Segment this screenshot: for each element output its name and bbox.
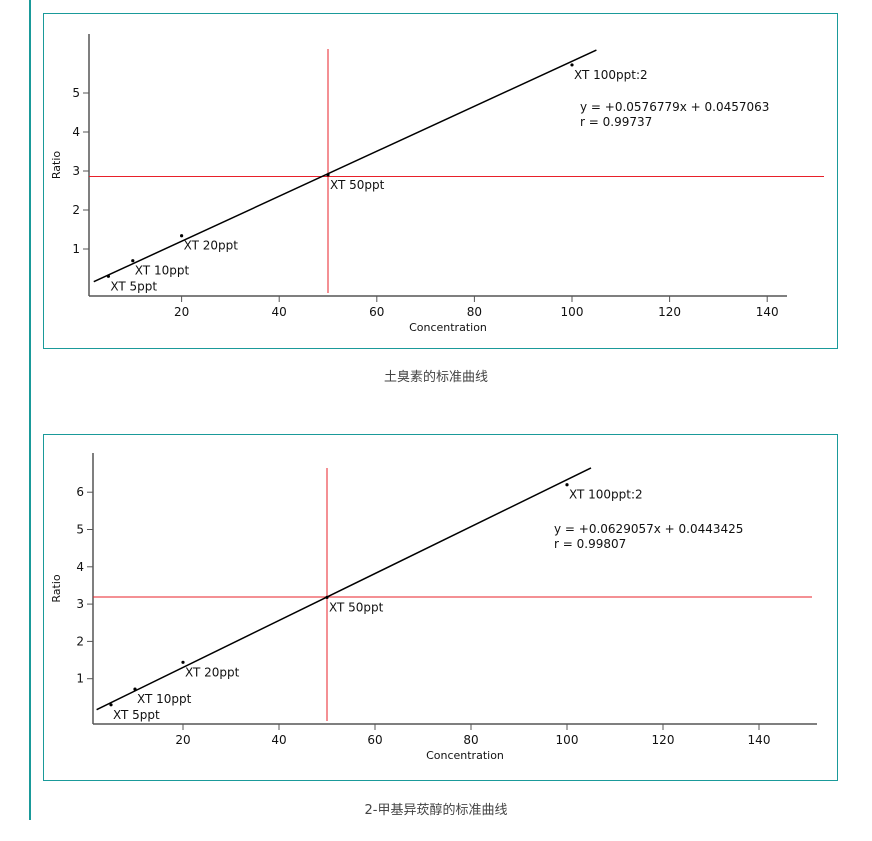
x-tick-label: 40	[271, 733, 286, 747]
data-point	[180, 234, 184, 238]
regression-equation: y = +0.0576779x + 0.0457063	[580, 100, 769, 114]
x-tick-label: 120	[658, 305, 681, 319]
chart-panel-geosmin: 20 40 60 80 100 120 140 1 2 3 4 5 Concentration Ratio…	[43, 13, 838, 349]
data-point-label: XT 20ppt	[184, 239, 239, 253]
x-axis-title: Concentration	[409, 321, 487, 334]
regression-equation: y = +0.0629057x + 0.0443425	[554, 522, 743, 536]
y-tick-label: 1	[72, 242, 80, 256]
chart-panel-2mib: 20 40 60 80 100 120 140 1 2 3 4 5 6 Concentration Rati…	[43, 434, 838, 781]
x-tick-label: 20	[174, 305, 189, 319]
y-axis-title: Ratio	[50, 151, 63, 180]
data-point-label: XT 5ppt	[113, 708, 160, 722]
data-point-label: XT 100ppt:2	[569, 488, 643, 502]
x-tick-label: 140	[748, 733, 771, 747]
x-tick-label: 100	[556, 733, 579, 747]
data-point	[326, 173, 330, 177]
data-point	[565, 483, 569, 487]
x-tick-label: 60	[369, 305, 384, 319]
y-tick-label: 4	[76, 560, 84, 574]
x-tick-label: 80	[467, 305, 482, 319]
y-axis-title: Ratio	[50, 574, 63, 603]
x-tick-label: 140	[756, 305, 779, 319]
data-point	[131, 259, 135, 263]
chart-caption-geosmin: 土臭素的标准曲线	[383, 370, 488, 385]
y-tick-label: 3	[76, 597, 84, 611]
data-point-label: XT 10ppt	[137, 692, 192, 706]
x-tick-label: 80	[463, 733, 478, 747]
y-tick-label: 3	[72, 164, 80, 178]
calibration-chart-2mib: 20 40 60 80 100 120 140 1 2 3 4 5 6 Concentration Rati…	[50, 453, 817, 762]
correlation-coefficient: r = 0.99737	[580, 115, 652, 129]
x-tick-label: 120	[652, 733, 675, 747]
data-point-label: XT 10ppt	[135, 264, 190, 278]
regression-line	[96, 467, 592, 711]
regression-line	[93, 49, 597, 283]
data-point	[109, 703, 113, 707]
data-point	[570, 63, 574, 67]
data-point	[106, 274, 110, 278]
y-tick-label: 6	[76, 485, 84, 499]
x-tick-label: 60	[367, 733, 382, 747]
x-tick-label: 100	[561, 305, 584, 319]
y-tick-label: 4	[72, 125, 80, 139]
y-tick-label: 2	[72, 203, 80, 217]
calibration-chart-geosmin: 20 40 60 80 100 120 140 1 2 3 4 5 Concentration Ratio…	[50, 34, 824, 334]
chart-caption-2mib: 2-甲基异莰醇的标准曲线	[364, 803, 508, 818]
data-point-label: XT 5ppt	[110, 279, 157, 293]
data-point-label: XT 100ppt:2	[574, 68, 648, 82]
y-tick-label: 2	[76, 634, 84, 648]
y-tick-label: 5	[76, 523, 84, 537]
data-point	[325, 595, 329, 599]
data-point	[181, 660, 185, 664]
data-point-label: XT 50ppt	[329, 600, 384, 614]
data-point-label: XT 50ppt	[330, 178, 385, 192]
y-tick-label: 1	[76, 672, 84, 686]
x-tick-label: 40	[272, 305, 287, 319]
x-tick-label: 20	[175, 733, 190, 747]
data-point	[133, 687, 137, 691]
left-border-rule	[29, 0, 31, 820]
data-point-label: XT 20ppt	[185, 665, 240, 679]
correlation-coefficient: r = 0.99807	[554, 537, 626, 551]
x-axis-title: Concentration	[426, 749, 504, 762]
y-tick-label: 5	[72, 86, 80, 100]
